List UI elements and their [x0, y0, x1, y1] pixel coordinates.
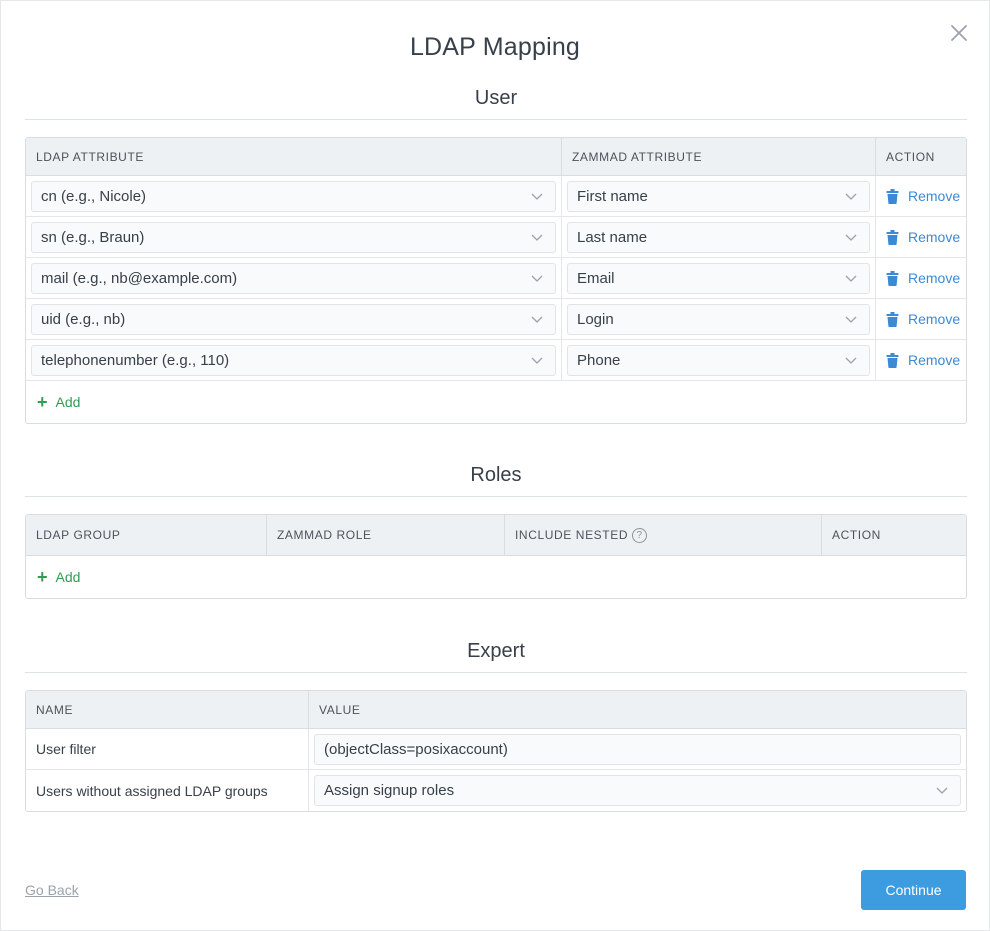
remove-label: Remove	[908, 311, 961, 327]
chevron-down-icon	[531, 274, 543, 283]
header-include-nested: INCLUDE NESTED ?	[504, 515, 821, 555]
ldap-attribute-value: telephonenumber (e.g., 110)	[41, 351, 230, 369]
zammad-attribute-select[interactable]: Phone	[567, 344, 870, 376]
roles-table-header: LDAP GROUP ZAMMAD ROLE INCLUDE NESTED ? …	[26, 515, 966, 556]
remove-label: Remove	[908, 229, 961, 245]
expert-row-user-filter: User filter	[26, 729, 966, 770]
ldap-attribute-select[interactable]: cn (e.g., Nicole)	[31, 180, 556, 212]
user-add-button[interactable]: + Add	[26, 381, 966, 423]
chevron-down-icon	[531, 315, 543, 324]
chevron-down-icon	[531, 192, 543, 201]
header-action: ACTION	[821, 515, 966, 555]
header-action: ACTION	[875, 138, 966, 175]
header-name: NAME	[36, 702, 74, 717]
zammad-attribute-select[interactable]: Email	[567, 262, 870, 294]
unassigned-groups-label: Users without assigned LDAP groups	[36, 782, 268, 799]
user-filter-input[interactable]	[314, 733, 961, 765]
user-section-title: User	[25, 87, 967, 120]
user-mapping-row: mail (e.g., nb@example.com) Email Remove	[26, 258, 966, 299]
user-mapping-row: sn (e.g., Braun) Last name Remove	[26, 217, 966, 258]
chevron-down-icon	[936, 786, 948, 795]
user-mapping-row: telephonenumber (e.g., 110) Phone Remove	[26, 340, 966, 381]
zammad-attribute-value: Last name	[577, 228, 648, 246]
chevron-down-icon	[845, 192, 857, 201]
ldap-attribute-value: mail (e.g., nb@example.com)	[41, 269, 238, 287]
ldap-attribute-select[interactable]: mail (e.g., nb@example.com)	[31, 262, 556, 294]
ldap-attribute-select[interactable]: telephonenumber (e.g., 110)	[31, 344, 556, 376]
expert-section-title: Expert	[25, 640, 967, 673]
trash-icon	[886, 352, 908, 368]
help-icon[interactable]: ?	[632, 527, 648, 543]
zammad-attribute-value: Email	[577, 269, 615, 287]
ldap-attribute-value: uid (e.g., nb)	[41, 310, 126, 328]
roles-add-button[interactable]: + Add	[26, 556, 966, 598]
expert-row-unassigned-groups: Users without assigned LDAP groups Assig…	[26, 770, 966, 811]
remove-label: Remove	[908, 270, 961, 286]
remove-button[interactable]: Remove	[881, 352, 960, 368]
header-ldap-attribute: LDAP ATTRIBUTE	[36, 149, 144, 164]
ldap-attribute-select[interactable]: sn (e.g., Braun)	[31, 221, 556, 253]
ldap-attribute-value: cn (e.g., Nicole)	[41, 187, 147, 205]
close-icon[interactable]	[949, 23, 969, 43]
add-label: Add	[55, 569, 81, 585]
continue-button[interactable]: Continue	[861, 870, 966, 910]
chevron-down-icon	[845, 315, 857, 324]
trash-icon	[886, 188, 908, 204]
user-mapping-row: uid (e.g., nb) Login Remove	[26, 299, 966, 340]
include-nested-label: INCLUDE NESTED	[515, 528, 629, 542]
chevron-down-icon	[845, 356, 857, 365]
trash-icon	[886, 229, 908, 245]
expert-table: NAME VALUE User filter Users without ass…	[25, 690, 967, 812]
trash-icon	[886, 270, 908, 286]
plus-icon: +	[37, 392, 48, 412]
user-mapping-row: cn (e.g., Nicole) First name Remove	[26, 176, 966, 217]
ldap-attribute-value: sn (e.g., Braun)	[41, 228, 145, 246]
chevron-down-icon	[845, 274, 857, 283]
chevron-down-icon	[531, 356, 543, 365]
unassigned-groups-select[interactable]: Assign signup roles	[314, 775, 961, 806]
roles-section-title: Roles	[25, 464, 967, 497]
remove-button[interactable]: Remove	[881, 229, 960, 245]
add-label: Add	[55, 394, 81, 410]
header-zammad-attribute: ZAMMAD ATTRIBUTE	[561, 138, 875, 175]
trash-icon	[886, 311, 908, 327]
plus-icon: +	[37, 567, 48, 587]
ldap-attribute-select[interactable]: uid (e.g., nb)	[31, 303, 556, 335]
roles-mapping-table: LDAP GROUP ZAMMAD ROLE INCLUDE NESTED ? …	[25, 514, 967, 599]
user-table-header: LDAP ATTRIBUTE ZAMMAD ATTRIBUTE ACTION	[26, 138, 966, 176]
header-ldap-group: LDAP GROUP	[36, 528, 121, 542]
header-value: VALUE	[308, 691, 966, 728]
zammad-attribute-value: Phone	[577, 351, 621, 369]
modal-title: LDAP Mapping	[409, 33, 581, 61]
zammad-attribute-value: Login	[577, 310, 614, 328]
user-mapping-table: LDAP ATTRIBUTE ZAMMAD ATTRIBUTE ACTION c…	[25, 137, 967, 424]
expert-table-header: NAME VALUE	[26, 691, 966, 729]
chevron-down-icon	[845, 233, 857, 242]
header-zammad-role: ZAMMAD ROLE	[266, 515, 504, 555]
chevron-down-icon	[531, 233, 543, 242]
remove-button[interactable]: Remove	[881, 311, 960, 327]
go-back-link[interactable]: Go Back	[25, 882, 79, 898]
remove-button[interactable]: Remove	[881, 188, 960, 204]
user-filter-label: User filter	[36, 741, 96, 757]
zammad-attribute-value: First name	[577, 187, 648, 205]
zammad-attribute-select[interactable]: Login	[567, 303, 870, 335]
select-value: Assign signup roles	[324, 782, 455, 799]
zammad-attribute-select[interactable]: Last name	[567, 221, 870, 253]
remove-button[interactable]: Remove	[881, 270, 960, 286]
zammad-attribute-select[interactable]: First name	[567, 180, 870, 212]
remove-label: Remove	[908, 352, 961, 368]
remove-label: Remove	[908, 188, 961, 204]
